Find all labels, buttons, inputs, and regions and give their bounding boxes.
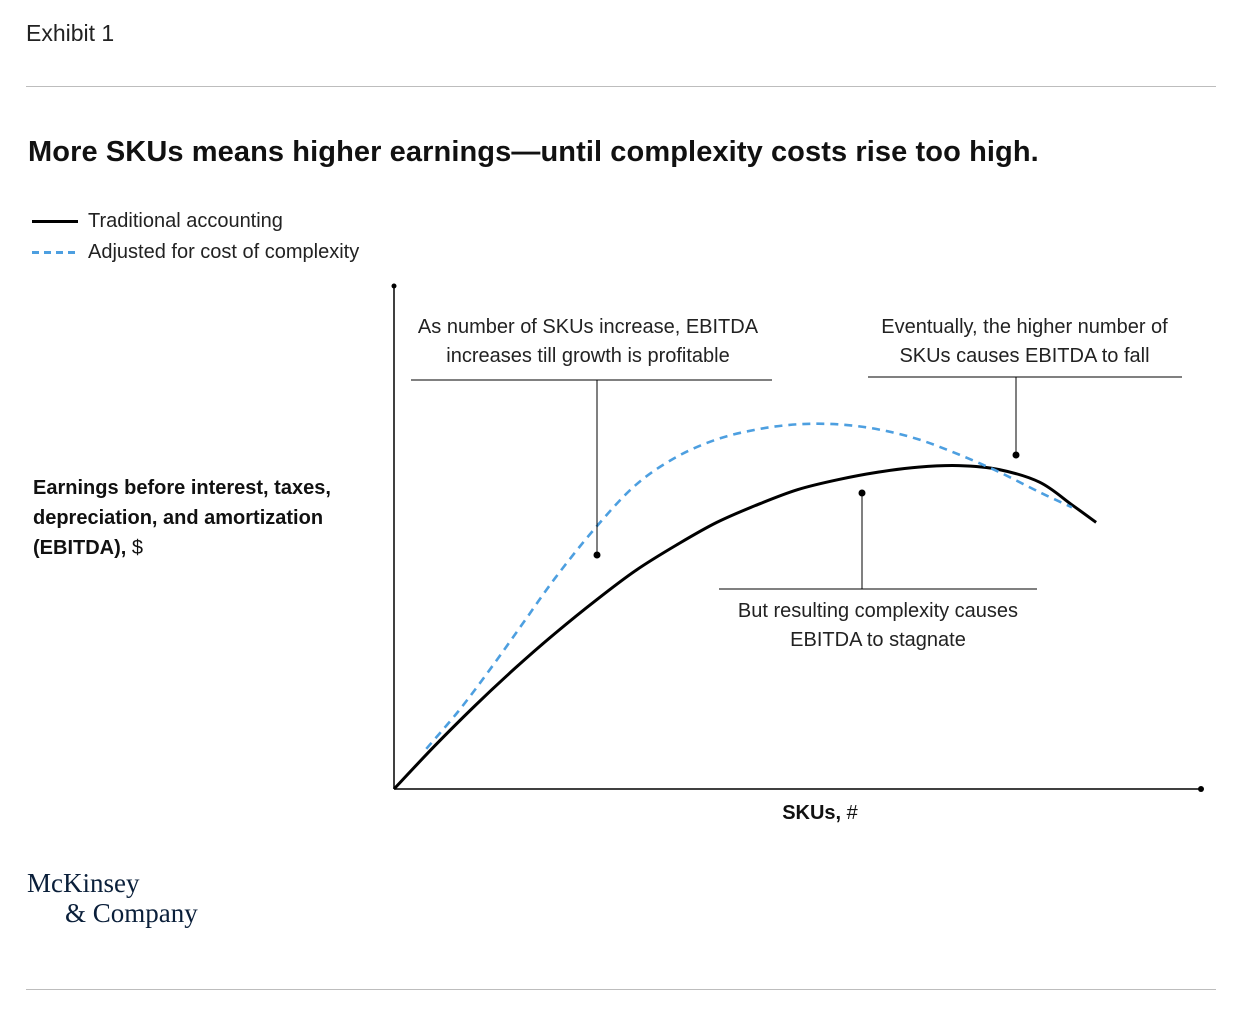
mckinsey-logo: McKinsey & Company bbox=[27, 868, 198, 928]
x-axis-label: SKUs, # bbox=[760, 802, 880, 825]
x-axis-label-bold: SKUs, bbox=[782, 802, 842, 824]
x-axis-unit: # bbox=[846, 802, 858, 824]
exhibit-label: Exhibit 1 bbox=[26, 20, 115, 46]
legend-swatch-dashed bbox=[32, 251, 78, 254]
logo-line-2: & Company bbox=[65, 898, 198, 928]
annotation-stagnate-text: But resulting complexity causes EBITDA t… bbox=[737, 600, 1019, 651]
logo-line-1: McKinsey bbox=[27, 868, 140, 898]
annotation-fall-dot bbox=[1012, 451, 1020, 459]
series-line-adjusted bbox=[425, 422, 1073, 750]
top-divider bbox=[26, 86, 1216, 87]
legend-swatch-solid bbox=[32, 220, 78, 223]
x-axis-end-dot bbox=[1198, 786, 1204, 792]
annotation-stagnate-dot bbox=[858, 489, 866, 497]
annotation-rise-dot bbox=[593, 551, 601, 559]
legend-label-traditional: Traditional accounting bbox=[88, 210, 283, 232]
bottom-divider bbox=[26, 989, 1216, 990]
legend: Traditional accounting Adjusted for cost… bbox=[32, 206, 359, 268]
annotation-fall-text: Eventually, the higher number of SKUs ca… bbox=[881, 316, 1168, 367]
chart-headline: More SKUs means higher earnings—until co… bbox=[28, 136, 1039, 168]
legend-item-adjusted: Adjusted for cost of complexity bbox=[32, 237, 359, 268]
y-axis-unit: $ bbox=[131, 537, 144, 559]
annotation-rise-text: As number of SKUs increase, EBITDA incre… bbox=[417, 316, 759, 367]
legend-label-adjusted: Adjusted for cost of complexity bbox=[88, 241, 360, 263]
y-axis-label-bold: Earnings before interest, taxes, depreci… bbox=[33, 477, 331, 559]
legend-item-traditional: Traditional accounting bbox=[32, 206, 359, 237]
y-axis-label: Earnings before interest, taxes, depreci… bbox=[33, 473, 378, 563]
series-line-traditional bbox=[392, 464, 1097, 791]
y-axis-end-dot bbox=[391, 283, 397, 289]
